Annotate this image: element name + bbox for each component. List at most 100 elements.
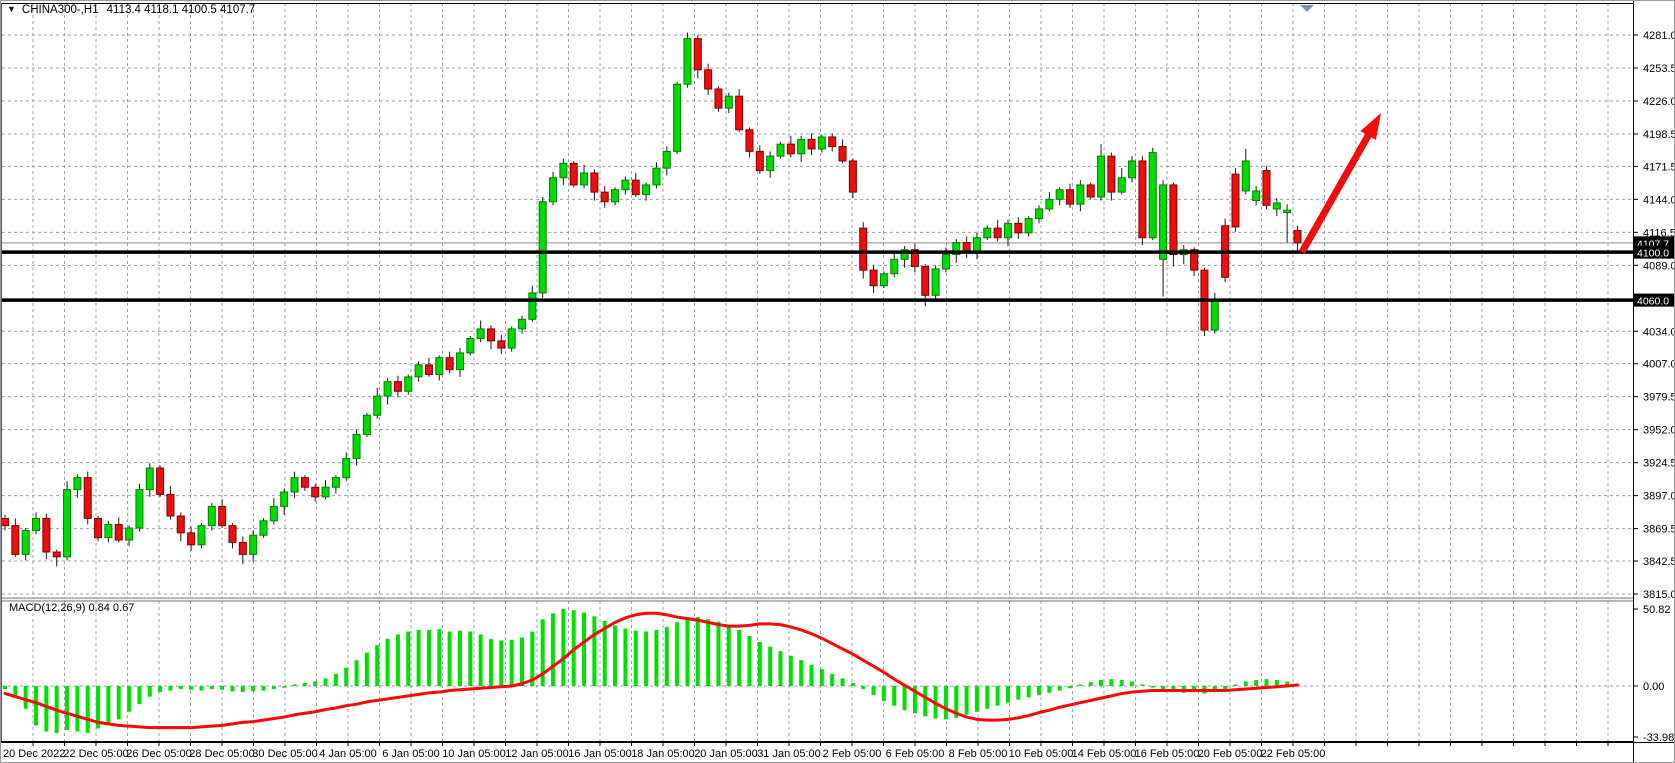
candle-body: [1283, 209, 1292, 214]
macd-histogram-bar: [220, 686, 225, 690]
price-axis-label: 4116.5: [1643, 227, 1675, 239]
symbol-period-label: CHINA300-,H1: [21, 4, 99, 16]
chart-title-bar: ▼ CHINA300-,H1 4113.4 4118.1 4100.5 4107.7: [7, 4, 255, 16]
candle-body: [983, 227, 992, 239]
candle-body: [238, 541, 247, 555]
price-axis-label: 3897.0: [1643, 491, 1675, 503]
candle-body: [745, 129, 754, 152]
macd-histogram-bar: [199, 686, 204, 691]
candle-body: [1097, 155, 1106, 198]
candle-body: [269, 505, 278, 522]
candle-body: [1066, 189, 1075, 205]
price-axis-label: 4089.0: [1643, 260, 1675, 272]
macd-histogram-bar: [1109, 679, 1114, 686]
macd-histogram-bar: [737, 629, 742, 686]
candle-body: [114, 523, 123, 541]
candle-body: [435, 357, 444, 375]
candle-body: [331, 477, 340, 488]
candle-body: [1035, 208, 1043, 220]
candle-body: [910, 249, 919, 268]
candle-body: [1003, 222, 1012, 239]
macd-histogram-bar: [1274, 679, 1279, 686]
arrow-object-shaft[interactable]: [1298, 128, 1375, 254]
macd-histogram-bar: [1285, 681, 1290, 686]
candle-body: [724, 95, 733, 109]
symbol-dropdown-icon[interactable]: ▼: [7, 4, 16, 14]
candle-body: [1252, 190, 1261, 202]
candle-body: [1128, 160, 1137, 179]
price-axis-label: 4281.0: [1643, 30, 1675, 42]
candle-body: [611, 189, 620, 203]
macd-histogram-bar: [788, 655, 793, 686]
macd-histogram-bar: [954, 686, 959, 718]
candle-body: [1169, 184, 1178, 256]
macd-histogram-bar: [1254, 679, 1259, 686]
macd-histogram-bar: [1057, 686, 1062, 691]
macd-histogram-bar: [261, 686, 266, 691]
candle-body: [445, 357, 454, 371]
macd-histogram-bar: [768, 646, 773, 686]
candle-body: [828, 136, 837, 148]
line-price-badge-label: 4100.0: [1637, 248, 1669, 260]
macd-histogram-bar: [1047, 686, 1052, 693]
candle-body: [776, 143, 785, 157]
pane-separator[interactable]: [1, 598, 1633, 601]
macd-histogram-bar: [1243, 681, 1248, 686]
macd-histogram-bar: [633, 630, 638, 686]
candle-body: [890, 258, 899, 275]
macd-histogram-bar: [230, 686, 235, 692]
candle-body: [73, 477, 82, 491]
candle-body: [817, 136, 826, 150]
candle-body: [766, 155, 775, 172]
macd-histogram-bar: [757, 642, 762, 686]
macd-histogram-bar: [116, 686, 121, 720]
macd-histogram-bar: [902, 686, 907, 711]
candle-body: [569, 162, 578, 186]
candle-body: [652, 167, 661, 186]
macd-histogram-bar: [509, 639, 514, 686]
macd-histogram-bar: [75, 686, 80, 732]
macd-histogram-bar: [1150, 686, 1155, 688]
macd-histogram-bar: [1078, 684, 1083, 686]
candle-body: [52, 551, 61, 558]
candle-body: [869, 269, 878, 287]
time-axis-label: 31 Jan 05:00: [757, 748, 821, 760]
macd-histogram-bar: [1088, 682, 1093, 686]
macd-histogram-bar: [96, 686, 101, 729]
candle-body: [486, 328, 495, 342]
macd-histogram-bar: [602, 620, 607, 686]
arrow-object-head[interactable]: [1360, 113, 1381, 141]
price-badge: [1634, 245, 1674, 259]
candle-body: [290, 477, 299, 493]
candle-body: [21, 529, 30, 555]
macd-histogram-bar: [1099, 679, 1104, 686]
macd-histogram-bar: [1130, 681, 1135, 686]
chart-shift-marker[interactable]: [1300, 5, 1314, 12]
time-axis-label: 16 Feb 05:00: [1135, 748, 1200, 760]
candle-body: [11, 525, 20, 555]
macd-histogram-bar: [426, 629, 431, 686]
macd-histogram-bar: [1233, 684, 1238, 686]
macd-histogram-bar: [137, 686, 142, 705]
macd-histogram-bar: [695, 617, 700, 686]
macd-histogram-bar: [582, 612, 587, 686]
macd-histogram-bar: [685, 617, 690, 686]
macd-histogram-bar: [644, 631, 649, 686]
macd-histogram-bar: [333, 673, 338, 686]
candle-body: [404, 376, 413, 392]
macd-histogram-bar: [1068, 686, 1073, 689]
candle-body: [176, 515, 185, 534]
macd-histogram-bar: [778, 651, 783, 686]
macd-histogram-bar: [292, 684, 297, 686]
price-axis-label: 4226.0: [1643, 96, 1675, 108]
candle-body: [207, 505, 216, 527]
macd-histogram-bar: [861, 686, 866, 690]
candle-body: [311, 486, 320, 498]
macd-histogram-bar: [313, 681, 318, 686]
time-axis-label: 6 Jan 05:00: [382, 748, 440, 760]
macd-histogram-bar: [323, 678, 328, 686]
macd-histogram-bar: [158, 686, 163, 693]
macd-histogram-bar: [354, 660, 359, 686]
